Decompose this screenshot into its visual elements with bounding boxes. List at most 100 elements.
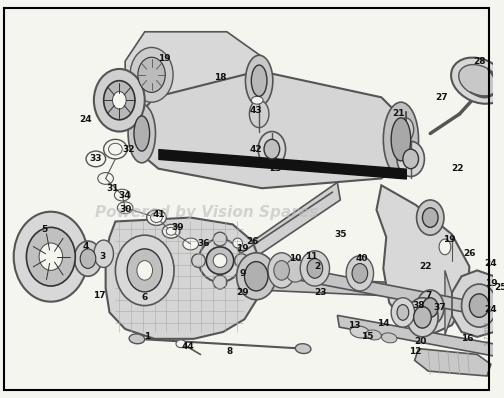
Polygon shape (125, 32, 264, 120)
Text: 2: 2 (314, 262, 321, 271)
Polygon shape (135, 71, 406, 188)
Ellipse shape (251, 65, 267, 96)
Text: 1: 1 (144, 332, 150, 341)
Text: 24: 24 (484, 259, 497, 268)
Ellipse shape (300, 251, 330, 286)
Text: 13: 13 (348, 321, 360, 330)
Ellipse shape (382, 333, 397, 343)
Ellipse shape (264, 139, 280, 159)
Text: 29: 29 (236, 289, 249, 297)
Ellipse shape (258, 131, 286, 167)
Text: 15: 15 (361, 332, 374, 341)
Text: 26: 26 (246, 236, 259, 246)
Ellipse shape (199, 239, 241, 282)
Ellipse shape (114, 189, 130, 201)
Ellipse shape (366, 330, 382, 340)
Text: 19: 19 (158, 54, 170, 63)
Ellipse shape (151, 213, 162, 222)
Ellipse shape (469, 294, 489, 317)
Ellipse shape (134, 116, 150, 151)
Text: 16: 16 (461, 334, 474, 343)
Ellipse shape (129, 334, 145, 344)
Ellipse shape (86, 151, 106, 167)
Text: 37: 37 (434, 303, 447, 312)
Ellipse shape (397, 141, 424, 176)
Ellipse shape (414, 306, 431, 328)
Ellipse shape (391, 118, 411, 161)
Text: 5175897: 5175897 (484, 320, 489, 345)
Ellipse shape (74, 241, 102, 276)
Polygon shape (452, 270, 504, 337)
Text: 42: 42 (250, 144, 263, 154)
Ellipse shape (268, 253, 295, 288)
Text: 23: 23 (314, 289, 327, 297)
Ellipse shape (295, 344, 311, 353)
Text: 20: 20 (414, 337, 427, 346)
Ellipse shape (162, 224, 180, 238)
Ellipse shape (286, 259, 305, 282)
Ellipse shape (117, 202, 133, 214)
Text: 33: 33 (90, 154, 102, 164)
Text: 17: 17 (93, 291, 106, 300)
Ellipse shape (192, 254, 205, 267)
Text: 14: 14 (377, 319, 390, 328)
Polygon shape (262, 261, 481, 315)
Ellipse shape (407, 298, 438, 337)
Text: 6: 6 (142, 293, 148, 302)
Text: 39: 39 (172, 223, 184, 232)
Ellipse shape (130, 47, 173, 102)
Ellipse shape (274, 261, 289, 280)
Ellipse shape (462, 284, 497, 327)
Ellipse shape (213, 232, 227, 246)
Text: 22: 22 (419, 262, 431, 271)
Text: 40: 40 (355, 254, 368, 263)
Text: 3: 3 (100, 252, 106, 261)
Ellipse shape (80, 249, 96, 268)
Text: 7: 7 (425, 291, 431, 300)
Ellipse shape (346, 256, 373, 291)
Text: 12: 12 (409, 347, 422, 356)
Text: 34: 34 (119, 191, 132, 199)
Ellipse shape (127, 249, 162, 292)
Text: 26: 26 (463, 249, 476, 258)
Ellipse shape (39, 243, 62, 270)
Ellipse shape (115, 235, 174, 306)
Polygon shape (337, 315, 504, 364)
Text: 8: 8 (227, 347, 233, 356)
Text: 5: 5 (41, 225, 47, 234)
Polygon shape (230, 275, 477, 300)
Ellipse shape (245, 55, 273, 106)
Text: 9: 9 (239, 269, 246, 278)
Ellipse shape (104, 81, 135, 120)
Text: 31: 31 (106, 184, 119, 193)
Ellipse shape (213, 275, 227, 289)
Ellipse shape (352, 263, 368, 283)
Text: 4: 4 (83, 242, 89, 252)
Ellipse shape (417, 200, 444, 235)
Polygon shape (106, 218, 262, 339)
Polygon shape (445, 270, 452, 335)
Text: 24: 24 (80, 115, 92, 124)
Text: 44: 44 (181, 342, 194, 351)
Ellipse shape (128, 104, 155, 163)
Ellipse shape (451, 58, 504, 104)
Text: 23: 23 (270, 164, 282, 173)
Text: 24: 24 (484, 305, 497, 314)
Ellipse shape (422, 298, 438, 317)
Text: 28: 28 (473, 57, 485, 66)
Ellipse shape (398, 118, 414, 141)
Ellipse shape (249, 100, 269, 128)
Ellipse shape (403, 149, 418, 169)
Ellipse shape (138, 57, 165, 92)
Ellipse shape (98, 173, 113, 184)
Text: 19: 19 (444, 234, 456, 244)
Text: 11: 11 (305, 252, 317, 261)
Ellipse shape (183, 238, 199, 250)
Ellipse shape (417, 290, 444, 325)
Text: 30: 30 (119, 205, 132, 214)
Polygon shape (244, 182, 340, 263)
Ellipse shape (176, 340, 186, 347)
Ellipse shape (307, 259, 323, 278)
Text: 27: 27 (435, 93, 449, 102)
Ellipse shape (26, 227, 75, 286)
